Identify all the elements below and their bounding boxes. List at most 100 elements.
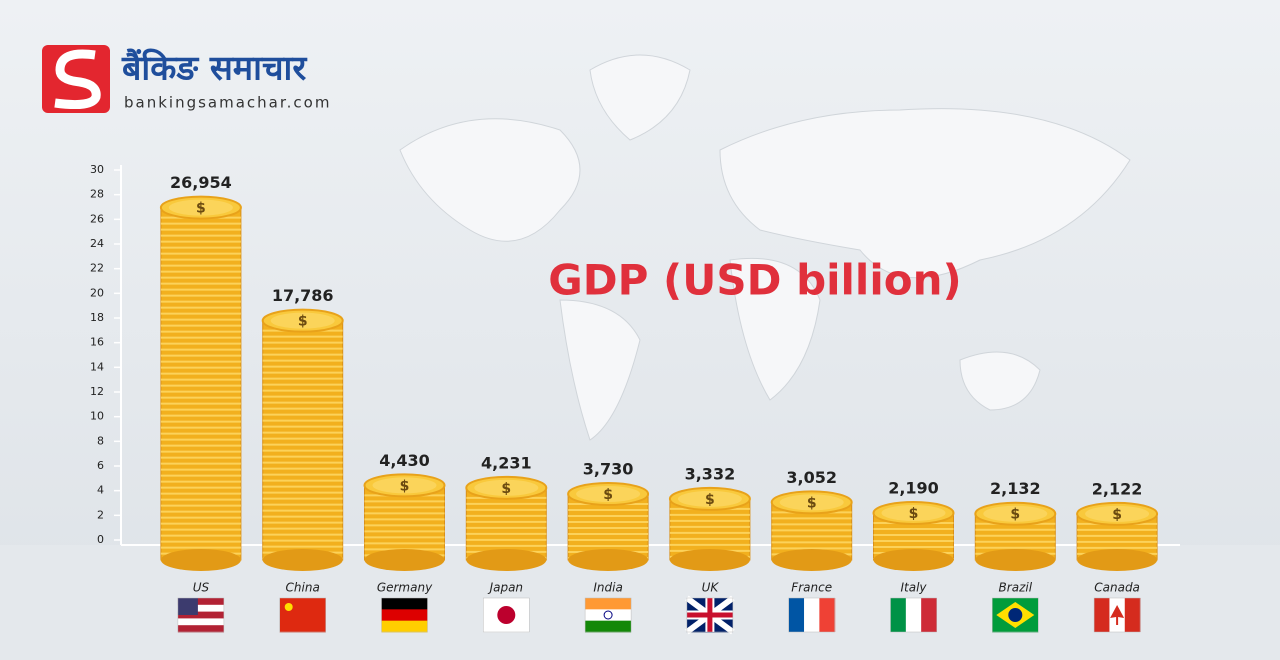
logo-name: बैंकिङ समाचार: [121, 48, 307, 89]
flag-stripe: [1124, 598, 1141, 632]
logo-url: bankingsamachar.com: [124, 94, 331, 112]
flag: [177, 597, 225, 633]
value-label: 2,190: [888, 478, 939, 497]
coin-bottom: [466, 549, 547, 571]
coin-stack: $: [1076, 501, 1159, 571]
coin-symbol: $: [400, 478, 410, 494]
coin-symbol: $: [807, 495, 817, 511]
flag: [381, 597, 428, 633]
flag-stripe: [177, 611, 224, 619]
value-label: 26,954: [170, 173, 232, 192]
coin-stack: $: [159, 195, 242, 571]
coin-face: [372, 477, 437, 494]
coin-symbol: $: [909, 506, 919, 522]
flag-border: [890, 597, 937, 633]
y-tick-label: 28: [90, 188, 104, 201]
flag-stripe: [381, 609, 428, 622]
value-label: 17,786: [272, 286, 334, 305]
flag-sun: [497, 606, 516, 624]
y-tick-label: 22: [90, 262, 104, 275]
coin-stack: $: [974, 501, 1057, 571]
bar: [262, 320, 344, 561]
coin-face: [779, 494, 844, 511]
coin-symbol: $: [1010, 507, 1020, 523]
flag: [279, 597, 326, 633]
logo: बैंकिङ समाचार bankingsamachar.com: [42, 45, 331, 113]
flag-stripe: [890, 598, 907, 632]
flag-border: [177, 597, 225, 633]
coin-bottom: [975, 549, 1056, 571]
coin-stack: $: [363, 473, 446, 571]
x-tick-label: Italy: [900, 581, 927, 595]
coin-face: [881, 504, 946, 521]
flag: [890, 597, 937, 633]
flag-stripe: [1094, 598, 1110, 632]
flag-border: [279, 597, 326, 633]
y-tick-label: 26: [90, 212, 104, 225]
x-tick-label: Japan: [488, 581, 523, 595]
coin-bottom: [262, 549, 343, 571]
coin-face: [983, 505, 1048, 522]
flag-cross-red: [686, 598, 733, 632]
y-tick-label: 12: [90, 385, 104, 398]
flag-stripe: [921, 598, 937, 632]
bar: [364, 484, 445, 561]
coin-bottom: [568, 549, 649, 571]
y-tick-label: 14: [90, 360, 104, 373]
logo-s: [54, 49, 101, 109]
flag-border: [992, 597, 1039, 633]
coin-bottom: [669, 549, 750, 571]
flag-leaf: [1110, 605, 1125, 625]
coin-symbol: $: [501, 481, 511, 497]
flag-stripe: [585, 620, 632, 633]
value-label: 2,132: [990, 479, 1041, 498]
value-label: 3,052: [786, 468, 837, 487]
coin-stack: $: [872, 500, 955, 571]
flag-stripe: [585, 598, 632, 610]
flag-stripe: [177, 598, 224, 606]
flag-border: [1093, 597, 1141, 633]
coin-bottom: [160, 549, 241, 571]
coin-bottom: [771, 549, 852, 571]
coin-bottom: [364, 549, 445, 571]
x-tick-label: Canada: [1094, 581, 1140, 595]
y-tick-label: 24: [90, 237, 104, 250]
flag-stripe: [177, 618, 224, 626]
y-tick-label: 30: [90, 163, 104, 176]
coin-symbol: $: [1112, 507, 1122, 523]
y-tick-label: 0: [97, 533, 104, 546]
value-label: 3,730: [583, 459, 634, 478]
coin-face: [270, 312, 335, 329]
y-tick-label: 10: [90, 410, 104, 423]
flag-stripe: [585, 609, 632, 622]
flag-star: [284, 603, 293, 611]
x-tick-label: US: [193, 581, 210, 595]
y-tick-label: 2: [97, 508, 104, 521]
flag-stripe: [177, 604, 224, 613]
coin-face: [474, 479, 539, 496]
coin-bottom: [873, 549, 954, 571]
flag-stripe: [905, 598, 922, 632]
x-tick-label: Brazil: [999, 581, 1033, 595]
y-tick-label: 6: [97, 459, 104, 472]
x-tick-label: India: [593, 581, 622, 595]
coin-stack: $: [770, 490, 853, 571]
x-tick-label: China: [286, 581, 320, 595]
flag-border: [381, 597, 428, 633]
flag: [992, 597, 1039, 633]
chart-title: GDP (USD billion): [548, 256, 961, 305]
x-tick-label: France: [791, 581, 832, 595]
coin-stack: $: [567, 481, 650, 571]
value-label: 3,332: [685, 464, 736, 483]
x-tick-label: Germany: [377, 581, 433, 595]
flag: [584, 597, 632, 633]
y-tick-label: 16: [90, 336, 104, 349]
value-label: 4,231: [481, 453, 532, 472]
world-map: [399, 54, 1131, 441]
coin-bottom: [1077, 549, 1158, 571]
coin-symbol: $: [705, 492, 715, 508]
coin-symbol: $: [603, 487, 613, 503]
flag: [483, 597, 530, 633]
flag-stripe: [381, 620, 428, 633]
coin-face: [1085, 505, 1150, 522]
